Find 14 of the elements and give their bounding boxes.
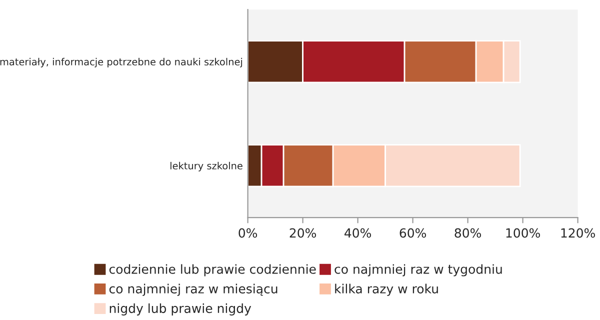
x-tick-label: 60% bbox=[400, 228, 426, 238]
x-tick-label: 0% bbox=[238, 228, 258, 238]
legend-label: kilka razy w roku bbox=[335, 284, 438, 296]
x-tick-label: 80% bbox=[454, 228, 481, 238]
x-tick-label: 100% bbox=[506, 228, 540, 238]
legend-label: co najmniej raz w tygodniu bbox=[334, 264, 502, 276]
x-tick-label: 40% bbox=[344, 228, 371, 238]
x-tick-label: 120% bbox=[561, 228, 595, 238]
legend-label: co najmniej raz w miesiącu bbox=[109, 284, 278, 296]
legend-label: nigdy lub prawie nigdy bbox=[110, 303, 252, 316]
y-tick-label: lektury szkolne bbox=[170, 162, 242, 172]
x-tick-label: 20% bbox=[290, 228, 316, 238]
y-tick-label: materiały, informacje potrzebne do nauki szkolnej bbox=[0, 58, 242, 68]
legend-label: codziennie lub prawie codziennie bbox=[109, 264, 316, 276]
